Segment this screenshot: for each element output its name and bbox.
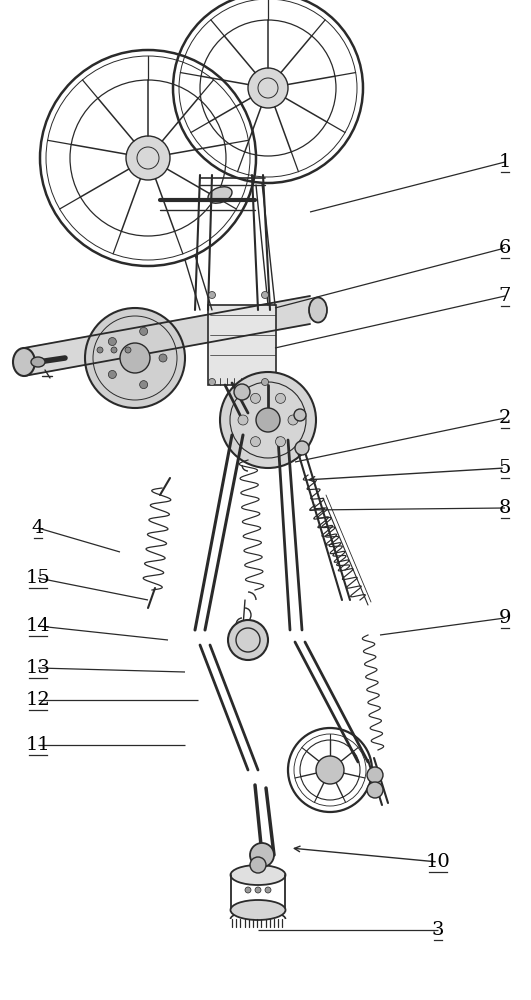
Text: 15: 15 [25,569,50,587]
Circle shape [234,384,250,400]
Text: 9: 9 [499,609,511,627]
Ellipse shape [309,298,327,322]
Ellipse shape [31,357,45,367]
Circle shape [220,372,316,468]
Polygon shape [24,296,310,376]
Text: 6: 6 [499,239,511,257]
Text: 12: 12 [25,691,50,709]
Text: 2: 2 [499,409,511,427]
Circle shape [250,857,266,873]
Circle shape [265,887,271,893]
Circle shape [288,415,298,425]
Circle shape [97,347,103,353]
Circle shape [245,887,251,893]
Circle shape [316,756,344,784]
Circle shape [276,393,286,403]
Text: 14: 14 [25,617,50,635]
Circle shape [108,370,116,378]
Bar [208,305,276,385]
Circle shape [251,393,261,403]
Circle shape [276,437,286,447]
Circle shape [250,843,274,867]
Circle shape [228,620,268,660]
Circle shape [140,327,148,335]
Text: 7: 7 [499,287,511,305]
Circle shape [209,292,216,298]
Circle shape [108,338,116,346]
Circle shape [294,409,306,421]
Text: 4: 4 [32,519,44,537]
Circle shape [111,347,117,353]
Circle shape [261,292,269,298]
Ellipse shape [208,187,232,203]
Ellipse shape [13,348,35,376]
Text: 5: 5 [499,459,511,477]
Circle shape [256,408,280,432]
Circle shape [120,343,150,373]
Circle shape [209,378,216,385]
Circle shape [295,441,309,455]
Circle shape [85,308,185,408]
Circle shape [159,354,167,362]
Circle shape [140,381,148,389]
Text: 3: 3 [432,921,444,939]
Circle shape [367,767,383,783]
Circle shape [238,415,248,425]
Ellipse shape [230,865,286,885]
Text: 1: 1 [499,153,511,171]
Ellipse shape [230,900,286,920]
Text: 8: 8 [499,499,511,517]
Circle shape [255,887,261,893]
Circle shape [320,760,340,780]
Text: 13: 13 [25,659,50,677]
Circle shape [251,437,261,447]
Circle shape [367,782,383,798]
Text: 10: 10 [426,853,450,871]
Circle shape [261,378,269,385]
Circle shape [248,68,288,108]
Circle shape [125,347,131,353]
Circle shape [126,136,170,180]
Text: 11: 11 [25,736,50,754]
